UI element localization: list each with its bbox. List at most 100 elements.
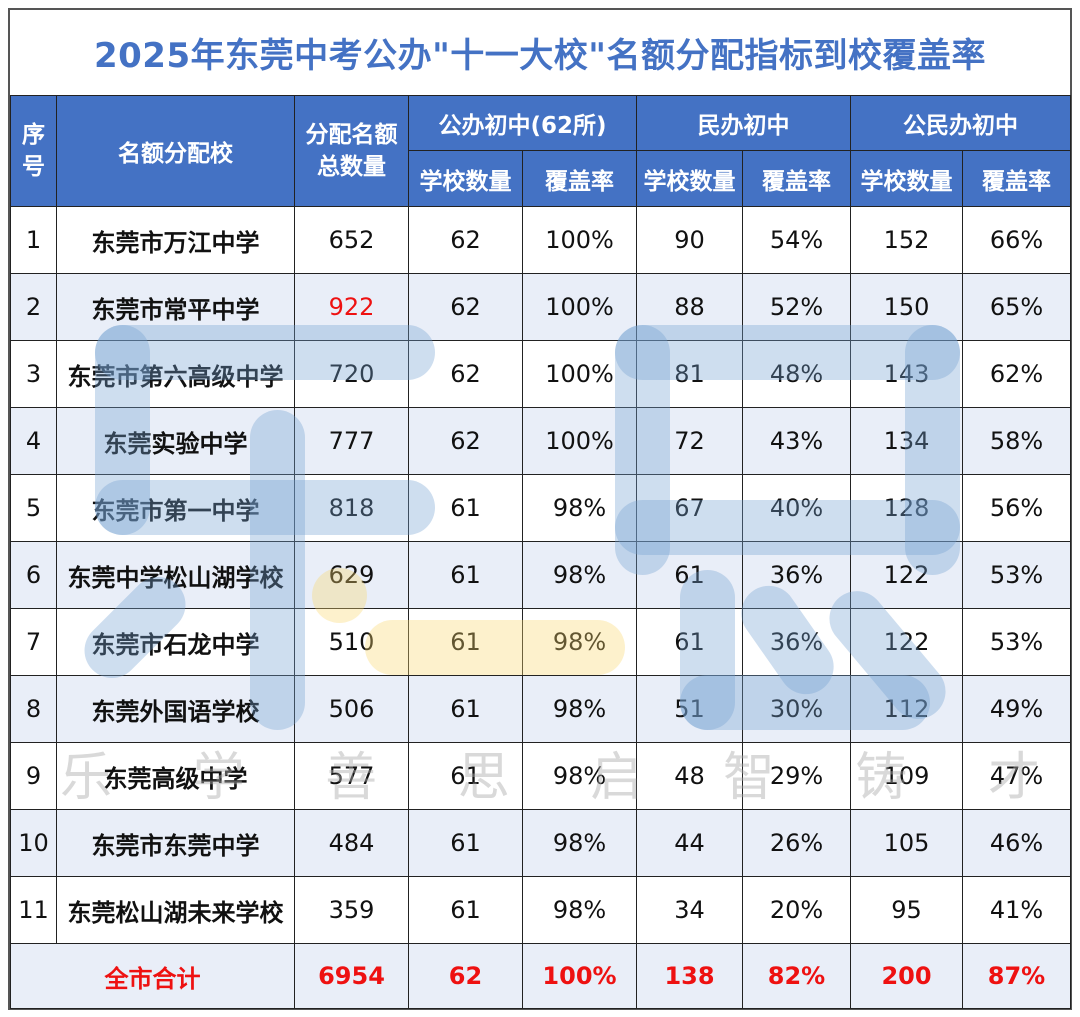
header-private-rate: 覆盖率 — [742, 150, 851, 207]
cell-public-rate: 100% — [522, 407, 637, 475]
cell-public-count: 61 — [408, 876, 523, 944]
cell-public-count: 61 — [408, 809, 523, 877]
cell-quota: 818 — [294, 474, 409, 542]
cell-combined-rate: 62% — [962, 340, 1071, 408]
cell-combined-count: 134 — [850, 407, 963, 475]
cell-public-rate: 100% — [522, 273, 637, 341]
table-frame: 2025年东莞中考公办"十一大校"名额分配指标到校覆盖率 序号 名额分配校 分配… — [8, 8, 1072, 1010]
cell-quota: 720 — [294, 340, 409, 408]
cell-private-rate: 26% — [742, 809, 851, 877]
cell-public-rate: 100% — [522, 206, 637, 274]
cell-private-count: 67 — [636, 474, 743, 542]
cell-private-rate: 29% — [742, 742, 851, 810]
table-row: 8 东莞外国语学校 506 61 98% 51 30% 112 49% — [10, 675, 1071, 743]
cell-combined-rate: 65% — [962, 273, 1071, 341]
cell-seq: 6 — [10, 541, 57, 609]
cell-school: 东莞高级中学 — [56, 742, 295, 810]
cell-public-rate: 98% — [522, 809, 637, 877]
cell-private-count: 72 — [636, 407, 743, 475]
cell-seq: 8 — [10, 675, 57, 743]
cell-private-rate: 40% — [742, 474, 851, 542]
cell-combined-count: 122 — [850, 541, 963, 609]
cell-public-count: 62 — [408, 340, 523, 408]
header-seq: 序号 — [10, 95, 57, 207]
header-combined-count: 学校数量 — [850, 150, 963, 207]
cell-combined-count: 128 — [850, 474, 963, 542]
cell-public-count: 61 — [408, 608, 523, 676]
cell-private-rate: 36% — [742, 608, 851, 676]
total-public-count: 62 — [408, 943, 523, 1009]
cell-public-rate: 98% — [522, 474, 637, 542]
cell-public-rate: 98% — [522, 675, 637, 743]
cell-private-rate: 30% — [742, 675, 851, 743]
cell-combined-rate: 47% — [962, 742, 1071, 810]
table-row: 2 东莞市常平中学 922 62 100% 88 52% 150 65% — [10, 273, 1071, 341]
cell-private-rate: 48% — [742, 340, 851, 408]
cell-combined-count: 143 — [850, 340, 963, 408]
total-combined-rate: 87% — [962, 943, 1071, 1009]
header-private-count: 学校数量 — [636, 150, 743, 207]
cell-private-count: 61 — [636, 608, 743, 676]
cell-seq: 7 — [10, 608, 57, 676]
cell-quota: 629 — [294, 541, 409, 609]
cell-private-rate: 20% — [742, 876, 851, 944]
cell-combined-rate: 53% — [962, 608, 1071, 676]
cell-public-rate: 98% — [522, 876, 637, 944]
cell-quota: 777 — [294, 407, 409, 475]
table-row: 11 东莞松山湖未来学校 359 61 98% 34 20% 95 41% — [10, 876, 1071, 944]
header-public-group: 公办初中(62所) — [408, 95, 637, 151]
cell-seq: 4 — [10, 407, 57, 475]
total-row: 全市合计 6954 62 100% 138 82% 200 87% — [10, 943, 1071, 1009]
cell-seq: 3 — [10, 340, 57, 408]
cell-quota: 577 — [294, 742, 409, 810]
cell-school: 东莞市万江中学 — [56, 206, 295, 274]
cell-quota: 652 — [294, 206, 409, 274]
header-private-group: 民办初中 — [636, 95, 851, 151]
total-private-count: 138 — [636, 943, 743, 1009]
table-row: 3 东莞市第六高级中学 720 62 100% 81 48% 143 62% — [10, 340, 1071, 408]
cell-combined-rate: 41% — [962, 876, 1071, 944]
cell-school: 东莞外国语学校 — [56, 675, 295, 743]
table-row: 7 东莞市石龙中学 510 61 98% 61 36% 122 53% — [10, 608, 1071, 676]
cell-combined-rate: 53% — [962, 541, 1071, 609]
cell-quota: 506 — [294, 675, 409, 743]
cell-seq: 9 — [10, 742, 57, 810]
cell-seq: 1 — [10, 206, 57, 274]
total-label: 全市合计 — [10, 943, 295, 1009]
cell-school: 东莞中学松山湖学校 — [56, 541, 295, 609]
cell-school: 东莞实验中学 — [56, 407, 295, 475]
cell-school: 东莞市常平中学 — [56, 273, 295, 341]
cell-quota: 484 — [294, 809, 409, 877]
cell-private-count: 34 — [636, 876, 743, 944]
cell-combined-count: 95 — [850, 876, 963, 944]
table-row: 4 东莞实验中学 777 62 100% 72 43% 134 58% — [10, 407, 1071, 475]
table-row: 6 东莞中学松山湖学校 629 61 98% 61 36% 122 53% — [10, 541, 1071, 609]
cell-public-count: 61 — [408, 742, 523, 810]
cell-public-rate: 98% — [522, 742, 637, 810]
header-combined-rate: 覆盖率 — [962, 150, 1071, 207]
cell-combined-rate: 46% — [962, 809, 1071, 877]
cell-private-count: 90 — [636, 206, 743, 274]
cell-private-rate: 36% — [742, 541, 851, 609]
cell-public-count: 62 — [408, 273, 523, 341]
cell-seq: 11 — [10, 876, 57, 944]
cell-combined-rate: 49% — [962, 675, 1071, 743]
table-row: 9 东莞高级中学 577 61 98% 48 29% 109 47% — [10, 742, 1071, 810]
cell-private-rate: 52% — [742, 273, 851, 341]
cell-private-count: 61 — [636, 541, 743, 609]
cell-quota: 359 — [294, 876, 409, 944]
cell-public-rate: 98% — [522, 541, 637, 609]
cell-seq: 2 — [10, 273, 57, 341]
cell-school: 东莞市第一中学 — [56, 474, 295, 542]
cell-private-rate: 54% — [742, 206, 851, 274]
page-title: 2025年东莞中考公办"十一大校"名额分配指标到校覆盖率 — [93, 36, 987, 76]
cell-school: 东莞市东莞中学 — [56, 809, 295, 877]
header-public-count: 学校数量 — [408, 150, 523, 207]
total-public-rate: 100% — [522, 943, 637, 1009]
total-combined-count: 200 — [850, 943, 963, 1009]
cell-public-count: 61 — [408, 541, 523, 609]
cell-private-count: 51 — [636, 675, 743, 743]
cell-combined-rate: 56% — [962, 474, 1071, 542]
cell-combined-count: 109 — [850, 742, 963, 810]
cell-combined-count: 122 — [850, 608, 963, 676]
